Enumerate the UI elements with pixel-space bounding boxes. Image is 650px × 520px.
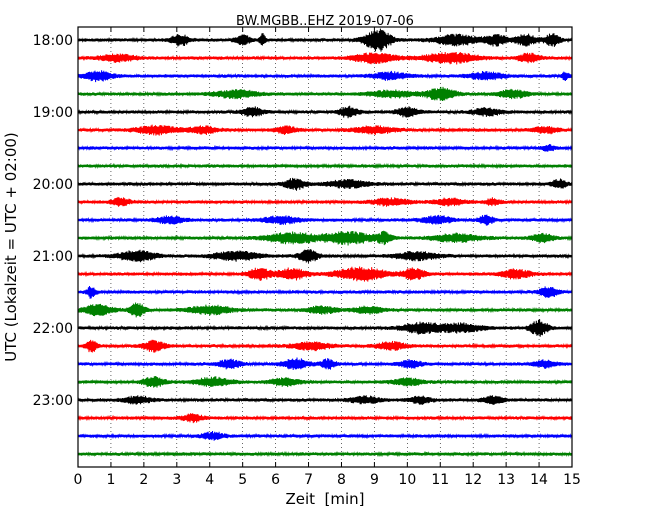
- trace-2300: [77, 395, 573, 405]
- x-tick-label: 3: [172, 472, 181, 488]
- x-tick-label: 14: [530, 472, 548, 488]
- x-tick-label: 15: [563, 472, 581, 488]
- x-axis-ticks: 0 1 2 3 4 5 6 7 8 9 10 11 12 13 14 15: [74, 27, 581, 488]
- trace-2230: [77, 357, 573, 371]
- x-tick-label: 11: [431, 472, 449, 488]
- trace-2015: [77, 196, 573, 207]
- x-tick-label: 5: [238, 472, 247, 488]
- chart-title: BW.MGBB..EHZ 2019-07-06: [236, 14, 414, 29]
- trace-2030: [77, 214, 573, 226]
- trace-2345: [77, 450, 573, 458]
- x-tick-label: 9: [370, 472, 379, 488]
- y-axis-label: UTC (Lokalzeit = UTC + 02:00): [2, 132, 20, 362]
- trace-2315: [77, 413, 573, 424]
- trace-2245: [77, 375, 573, 388]
- x-tick-label: 4: [205, 472, 214, 488]
- trace-1945: [77, 162, 573, 170]
- seismic-traces: [77, 28, 573, 458]
- x-tick-label: 10: [398, 472, 416, 488]
- x-tick-label: 7: [304, 472, 313, 488]
- trace-1800: [77, 28, 573, 52]
- trace-2100: [77, 249, 573, 263]
- trace-1900: [77, 105, 573, 119]
- y-axis-ticks: 18:00 19:00 20:00 21:00 22:00 23:00: [33, 33, 572, 409]
- trace-2330: [77, 430, 573, 441]
- trace-2000: [77, 177, 573, 191]
- trace-1845: [77, 86, 573, 101]
- x-tick-label: 0: [74, 472, 83, 488]
- x-axis-label: Zeit [min]: [285, 490, 364, 508]
- x-tick-label: 6: [271, 472, 280, 488]
- trace-2145: [77, 302, 573, 318]
- x-tick-label: 2: [139, 472, 148, 488]
- x-tick-label: 1: [106, 472, 115, 488]
- y-tick-label: 21:00: [33, 249, 73, 265]
- x-tick-label: 8: [337, 472, 346, 488]
- trace-1930: [77, 144, 573, 152]
- y-tick-label: 23:00: [33, 393, 73, 409]
- trace-2130: [77, 286, 573, 299]
- plot-frame: [77, 26, 573, 468]
- trace-1815: [77, 51, 573, 65]
- trace-2045: [77, 230, 573, 246]
- trace-2215: [77, 339, 573, 353]
- trace-1830: [77, 70, 573, 83]
- x-tick-label: 12: [464, 472, 482, 488]
- x-tick-label: 13: [497, 472, 515, 488]
- y-tick-label: 20:00: [33, 177, 73, 193]
- y-tick-label: 19:00: [33, 105, 73, 121]
- y-tick-label: 18:00: [33, 33, 73, 49]
- grid-lines: [110, 27, 540, 467]
- trace-2115: [77, 266, 573, 282]
- trace-1915: [77, 124, 573, 136]
- trace-2200: [77, 319, 573, 337]
- y-tick-label: 22:00: [33, 321, 73, 337]
